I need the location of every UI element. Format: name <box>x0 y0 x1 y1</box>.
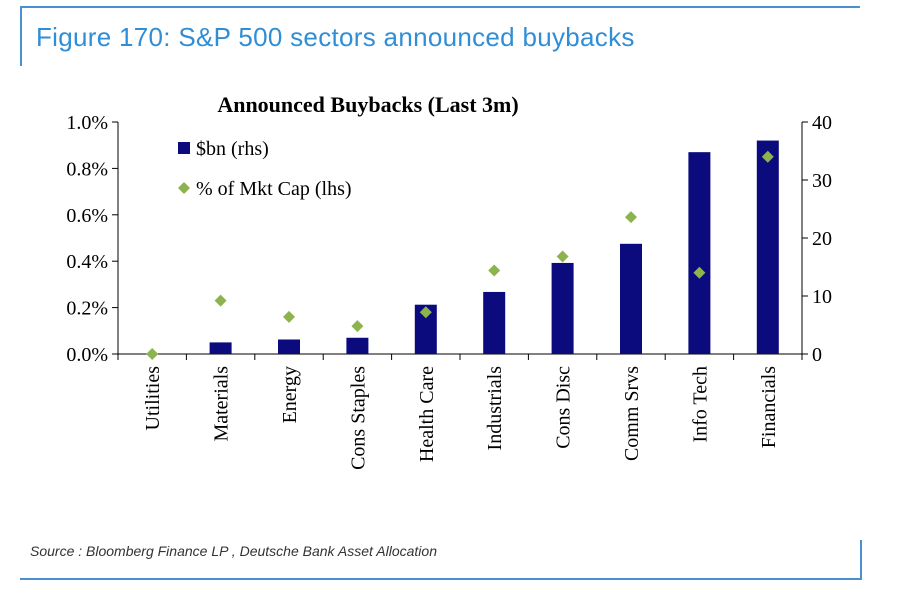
right-tick-label: 40 <box>812 112 832 134</box>
bar-industrials <box>483 291 506 354</box>
source-note: Source : Bloomberg Finance LP , Deutsche… <box>30 543 437 559</box>
x-tick-label: Energy <box>279 366 301 423</box>
marker-industrials <box>488 264 501 277</box>
marker-health-care <box>419 306 432 319</box>
frame-left-line <box>20 6 22 66</box>
frame-right-line <box>860 540 862 580</box>
marker-energy <box>283 310 295 323</box>
marker-materials <box>214 294 227 307</box>
x-tick-label: Cons Disc <box>553 366 575 449</box>
legend-marker-swatch <box>178 182 190 194</box>
legend-bar-swatch <box>178 142 190 154</box>
figure-title: Figure 170: S&P 500 sectors announced bu… <box>36 22 635 52</box>
bar-financials <box>756 140 779 354</box>
x-tick-label: Comm Srvs <box>621 366 643 461</box>
marker-cons-staples <box>351 320 364 333</box>
left-tick-label: 0.4% <box>66 251 108 273</box>
bar-info-tech <box>688 152 711 354</box>
bar-cons-disc <box>551 262 574 354</box>
left-tick-label: 0.6% <box>66 205 108 227</box>
right-tick-label: 20 <box>812 228 832 250</box>
chart-title: Announced Buybacks (Last 3m) <box>217 92 518 117</box>
buybacks-chart: Announced Buybacks (Last 3m) 0.0% 0.2% 0.4%… <box>66 92 832 470</box>
left-tick-label: 0.0% <box>66 344 108 366</box>
bar-comm-srvs <box>620 243 642 354</box>
x-tick-label: Cons Staples <box>347 366 369 470</box>
bar-health-care <box>414 304 437 354</box>
left-tick-label: 0.8% <box>66 158 108 180</box>
frame-top-line <box>20 6 860 8</box>
x-tick-label: Utilities <box>142 366 164 431</box>
right-tick-label: 10 <box>812 286 832 308</box>
x-tick-label: Health Care <box>416 366 438 462</box>
x-tick-label: Financials <box>758 366 780 448</box>
marker-financials <box>761 150 774 163</box>
left-tick-label: 0.2% <box>66 298 108 320</box>
marker-comm-srvs <box>625 211 637 224</box>
bar-materials <box>209 342 232 354</box>
x-tick-label: Info Tech <box>689 366 711 443</box>
right-tick-label: 0 <box>812 344 822 366</box>
x-tick-label: Materials <box>211 366 233 442</box>
bar-energy <box>278 339 300 354</box>
legend-bar-label: $bn (rhs) <box>196 138 269 160</box>
marker-info-tech <box>693 266 706 279</box>
bar-cons-staples <box>346 337 369 354</box>
left-tick-label: 1.0% <box>66 112 108 134</box>
marker-cons-disc <box>556 250 569 263</box>
legend-marker-label: % of Mkt Cap (lhs) <box>196 178 352 200</box>
x-tick-label: Industrials <box>484 366 506 451</box>
frame-bottom-line <box>20 578 862 580</box>
right-tick-label: 30 <box>812 170 832 192</box>
marker-utilities <box>146 348 159 360</box>
